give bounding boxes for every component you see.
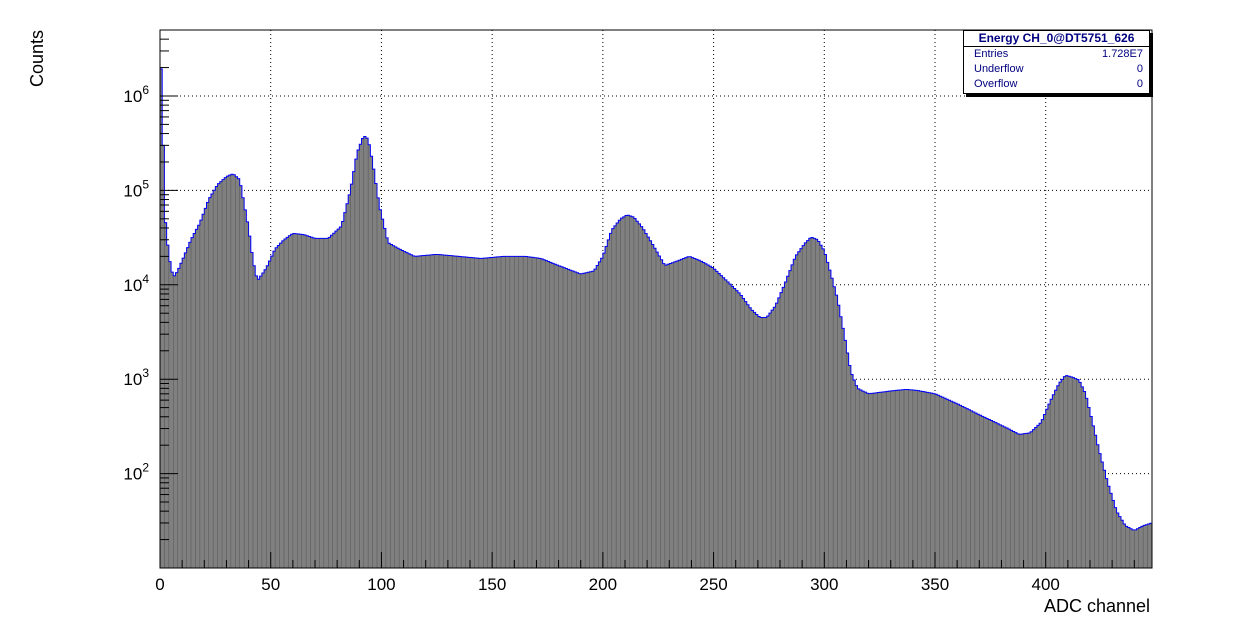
y-tick-label: 104	[123, 272, 149, 295]
x-tick-label: 200	[589, 575, 617, 594]
y-tick-base: 10	[123, 181, 142, 200]
x-tick-label: 100	[367, 575, 395, 594]
stats-row-entries: Entries 1.728E7	[964, 47, 1149, 62]
x-tick-label: 0	[155, 575, 164, 594]
y-tick-base: 10	[123, 370, 142, 389]
y-tick-label: 102	[123, 461, 149, 484]
x-tick-label: 150	[478, 575, 506, 594]
series-layer	[159, 68, 1153, 569]
y-tick-label: 103	[123, 366, 149, 389]
y-tick-label: 105	[123, 177, 149, 200]
stats-row-underflow: Underflow 0	[964, 62, 1149, 77]
y-tick-label: 106	[123, 83, 149, 106]
x-axis-label: ADC channel	[1044, 596, 1150, 616]
stats-row-overflow: Overflow 0	[964, 77, 1149, 92]
stats-box: Energy CH_0@DT5751_626 Entries 1.728E7 U…	[963, 30, 1150, 94]
stats-label-overflow: Overflow	[974, 78, 1018, 90]
y-tick-base: 10	[123, 276, 142, 295]
stats-value-underflow: 0	[1136, 63, 1143, 75]
stats-label-underflow: Underflow	[974, 63, 1024, 75]
y-axis-label: Counts	[27, 30, 47, 87]
y-tick-exponent: 5	[142, 177, 149, 191]
x-tick-label: 300	[810, 575, 838, 594]
stats-value-entries: 1.728E7	[1102, 48, 1143, 60]
y-tick-exponent: 6	[142, 83, 149, 97]
x-tick-label: 250	[699, 575, 727, 594]
y-tick-exponent: 2	[142, 461, 149, 475]
stats-value-overflow: 0	[1136, 78, 1143, 90]
stats-title: Energy CH_0@DT5751_626	[964, 31, 1149, 47]
x-tick-label: 350	[921, 575, 949, 594]
y-tick-exponent: 3	[142, 366, 149, 380]
x-tick-label: 400	[1032, 575, 1060, 594]
x-tick-label: 50	[261, 575, 280, 594]
y-tick-base: 10	[123, 465, 142, 484]
stats-label-entries: Entries	[974, 48, 1009, 60]
y-tick-base: 10	[123, 87, 142, 106]
y-tick-exponent: 4	[142, 272, 149, 286]
